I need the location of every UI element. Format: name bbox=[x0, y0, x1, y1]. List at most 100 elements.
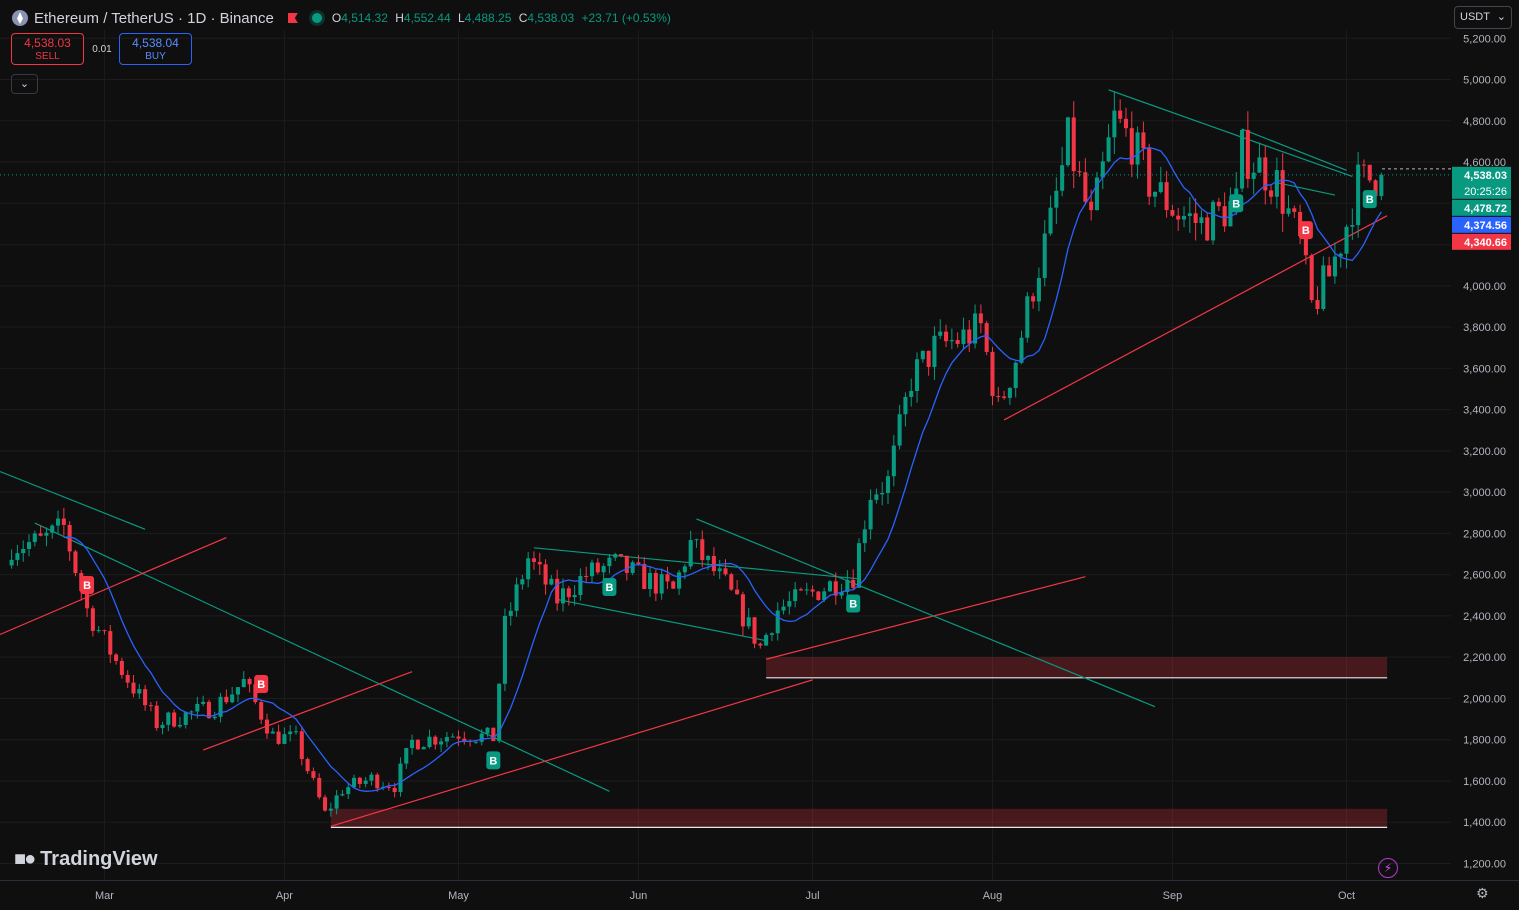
candle-body bbox=[851, 579, 856, 588]
candle-body bbox=[1286, 208, 1291, 214]
candle-body bbox=[839, 591, 844, 596]
trendline bbox=[765, 576, 1086, 660]
candle-body bbox=[108, 631, 113, 655]
price-label-text: 4,538.03 bbox=[1464, 170, 1507, 182]
y-tick-label: 4,800.00 bbox=[1463, 116, 1506, 128]
candle-body bbox=[439, 741, 444, 745]
candle-body bbox=[938, 331, 943, 336]
candle-body bbox=[1315, 299, 1320, 310]
candle-body bbox=[781, 606, 786, 611]
currency-select[interactable]: USDT ⌄ bbox=[1454, 6, 1512, 29]
change-value: +23.71 (+0.53%) bbox=[581, 11, 671, 25]
candle-body bbox=[456, 736, 461, 739]
symbol-title[interactable]: Ethereum / TetherUS · 1D · Binance bbox=[34, 9, 274, 27]
y-tick-label: 2,600.00 bbox=[1463, 570, 1506, 582]
y-tick-label: 2,400.00 bbox=[1463, 611, 1506, 623]
demand-zone bbox=[330, 808, 1388, 828]
signal-badge bbox=[80, 575, 95, 594]
candle-body bbox=[375, 774, 380, 789]
time-axis[interactable]: Mar Apr May Jun Jul Aug Sep Oct bbox=[0, 880, 1519, 903]
signal-label: B bbox=[1366, 194, 1374, 206]
lightning-icon[interactable]: ⚡ bbox=[1378, 858, 1398, 878]
x-tick-label: Mar bbox=[95, 890, 114, 902]
x-tick-label: Oct bbox=[1338, 890, 1355, 902]
ma-line bbox=[63, 146, 1382, 792]
demand-zone bbox=[766, 657, 1388, 678]
tradingview-logo[interactable]: ■● TradingView bbox=[14, 848, 158, 871]
trendline bbox=[0, 470, 146, 530]
candle-body bbox=[21, 548, 26, 554]
x-tick-label: Jul bbox=[806, 890, 820, 902]
candle-body bbox=[32, 533, 37, 543]
candle-body bbox=[143, 689, 148, 706]
countdown-text: 20:25:26 bbox=[1464, 186, 1507, 198]
candle-body bbox=[1170, 210, 1175, 216]
flag-icon[interactable] bbox=[287, 13, 298, 23]
candle-body bbox=[56, 518, 61, 526]
price-label-box bbox=[1452, 166, 1511, 199]
candle-body bbox=[1176, 215, 1181, 220]
candle-body bbox=[584, 576, 589, 578]
candle-body bbox=[978, 313, 983, 324]
candle-body bbox=[1205, 217, 1210, 241]
trendline bbox=[0, 536, 227, 636]
candle-body bbox=[502, 615, 507, 684]
candle-body bbox=[433, 736, 438, 745]
candle-body bbox=[450, 736, 455, 738]
candle-body bbox=[903, 396, 908, 415]
candle-body bbox=[920, 350, 925, 360]
sell-button[interactable]: 4,538.03 SELL bbox=[11, 33, 84, 65]
candle-body bbox=[514, 584, 519, 611]
candle-body bbox=[427, 736, 432, 747]
price-axis[interactable]: 1,200.00 1,400.00 1,600.00 1,800.00 2,000.00… bbox=[1463, 33, 1506, 870]
signal-label: B bbox=[1232, 198, 1240, 210]
candle-body bbox=[1211, 201, 1216, 241]
buy-button[interactable]: 4,538.04 BUY bbox=[119, 33, 192, 65]
signal-markers: B B B B B B B B bbox=[80, 190, 1377, 770]
candle-body bbox=[624, 555, 629, 573]
y-tick-label: 2,000.00 bbox=[1463, 693, 1506, 705]
symbol-header[interactable]: Ethereum / TetherUS · 1D · Binance O4,51… bbox=[12, 8, 675, 28]
y-tick-label: 3,600.00 bbox=[1463, 363, 1506, 375]
open-key: O bbox=[331, 11, 342, 25]
candle-body bbox=[560, 588, 566, 604]
candle-body bbox=[386, 786, 391, 788]
candle-body bbox=[1309, 255, 1314, 300]
candle-body bbox=[555, 578, 560, 604]
candle-body bbox=[67, 524, 72, 552]
candle-body bbox=[293, 731, 299, 733]
candle-body bbox=[1019, 337, 1024, 363]
candle-body bbox=[172, 712, 177, 727]
low-value: 4,488.25 bbox=[464, 11, 512, 25]
candle-body bbox=[299, 731, 304, 760]
y-tick-label: 1,600.00 bbox=[1463, 776, 1506, 788]
candle-body bbox=[1199, 217, 1204, 224]
y-tick-label: 4,600.00 bbox=[1463, 157, 1506, 169]
candle-body bbox=[346, 787, 351, 795]
candle-body bbox=[746, 617, 751, 627]
candle-body bbox=[1141, 132, 1146, 149]
candle-body bbox=[729, 574, 734, 590]
candle-body bbox=[1042, 233, 1047, 278]
trendline bbox=[1003, 215, 1388, 421]
candle-body bbox=[1007, 387, 1012, 398]
collapse-chevron-icon[interactable]: ⌄ bbox=[11, 74, 38, 94]
candle-body bbox=[1361, 164, 1366, 166]
buy-price: 4,538.04 bbox=[132, 36, 179, 50]
candle-body bbox=[44, 532, 49, 536]
candle-body bbox=[357, 777, 362, 784]
buy-label: BUY bbox=[145, 51, 166, 62]
candle-body bbox=[1222, 206, 1227, 227]
candle-body bbox=[717, 568, 722, 572]
candle-body bbox=[677, 572, 682, 589]
signal-badge bbox=[846, 594, 861, 613]
candle-body bbox=[241, 679, 246, 688]
candle-body bbox=[735, 589, 740, 595]
signal-label: B bbox=[605, 582, 613, 594]
candle-body bbox=[769, 633, 774, 635]
candle-body bbox=[659, 574, 664, 594]
candle-body bbox=[363, 780, 368, 784]
gear-icon[interactable]: ⚙ bbox=[1476, 885, 1489, 901]
candle-body bbox=[1193, 213, 1198, 224]
